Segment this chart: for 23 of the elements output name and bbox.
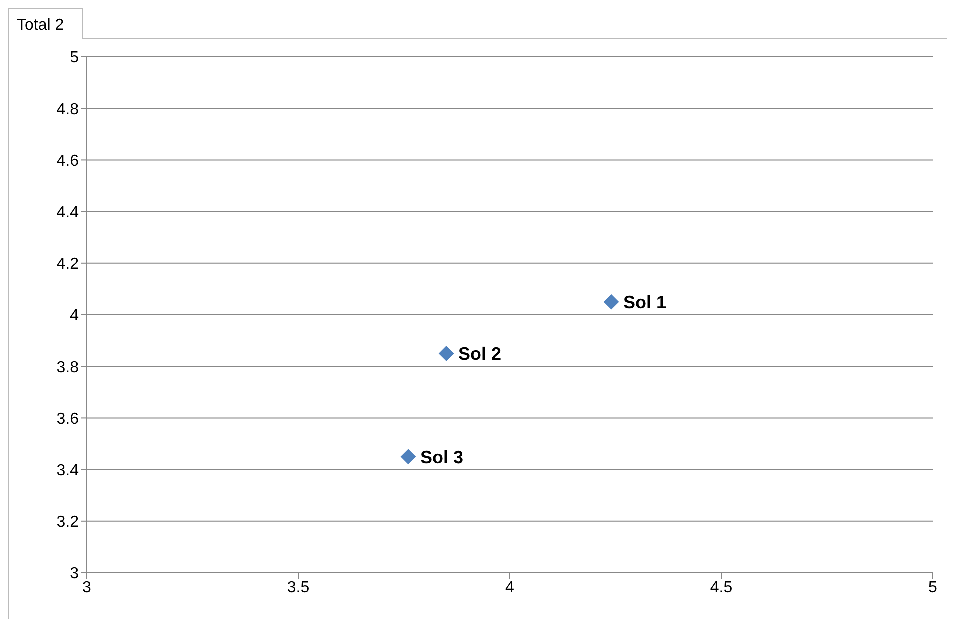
point	[400, 449, 416, 464]
chart-title: Total 2	[8, 8, 84, 39]
y-tick-label: 4.6	[56, 152, 80, 170]
y-tick-label: 3.8	[56, 359, 80, 376]
annotation: Sol 3	[420, 447, 464, 468]
x-tick-label: 4.5	[710, 579, 733, 596]
x-tick-label: 4	[506, 579, 515, 596]
y-tick-label: 4.8	[56, 101, 80, 118]
y-tick-label: 4.2	[56, 256, 80, 274]
y-tick-label: 5	[70, 50, 80, 67]
point	[604, 294, 620, 310]
x-tick-label: 5	[928, 579, 938, 596]
y-tick-label: 3.6	[56, 410, 80, 428]
y-tick-label: 4.4	[56, 204, 80, 222]
x-tick-label: 3	[82, 579, 92, 596]
point	[439, 346, 454, 362]
y-tick-label: 3.2	[56, 514, 80, 532]
y-tick-label: 3.4	[56, 462, 80, 480]
x-tick-label: 3.5	[287, 579, 310, 596]
annotation: Sol 1	[624, 292, 667, 312]
y-tick-label: 4	[70, 308, 80, 325]
y-tick-label: 3	[70, 566, 80, 583]
annotation: Sol 2	[458, 344, 502, 364]
